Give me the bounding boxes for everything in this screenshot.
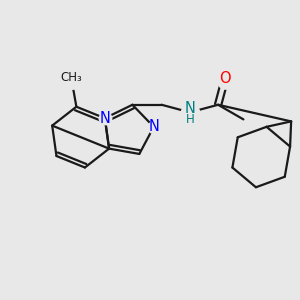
Text: H: H xyxy=(185,113,194,126)
Text: N: N xyxy=(184,101,195,116)
Text: CH₃: CH₃ xyxy=(61,71,82,84)
Text: O: O xyxy=(219,71,230,86)
Text: N: N xyxy=(148,119,159,134)
Text: N: N xyxy=(99,111,110,126)
